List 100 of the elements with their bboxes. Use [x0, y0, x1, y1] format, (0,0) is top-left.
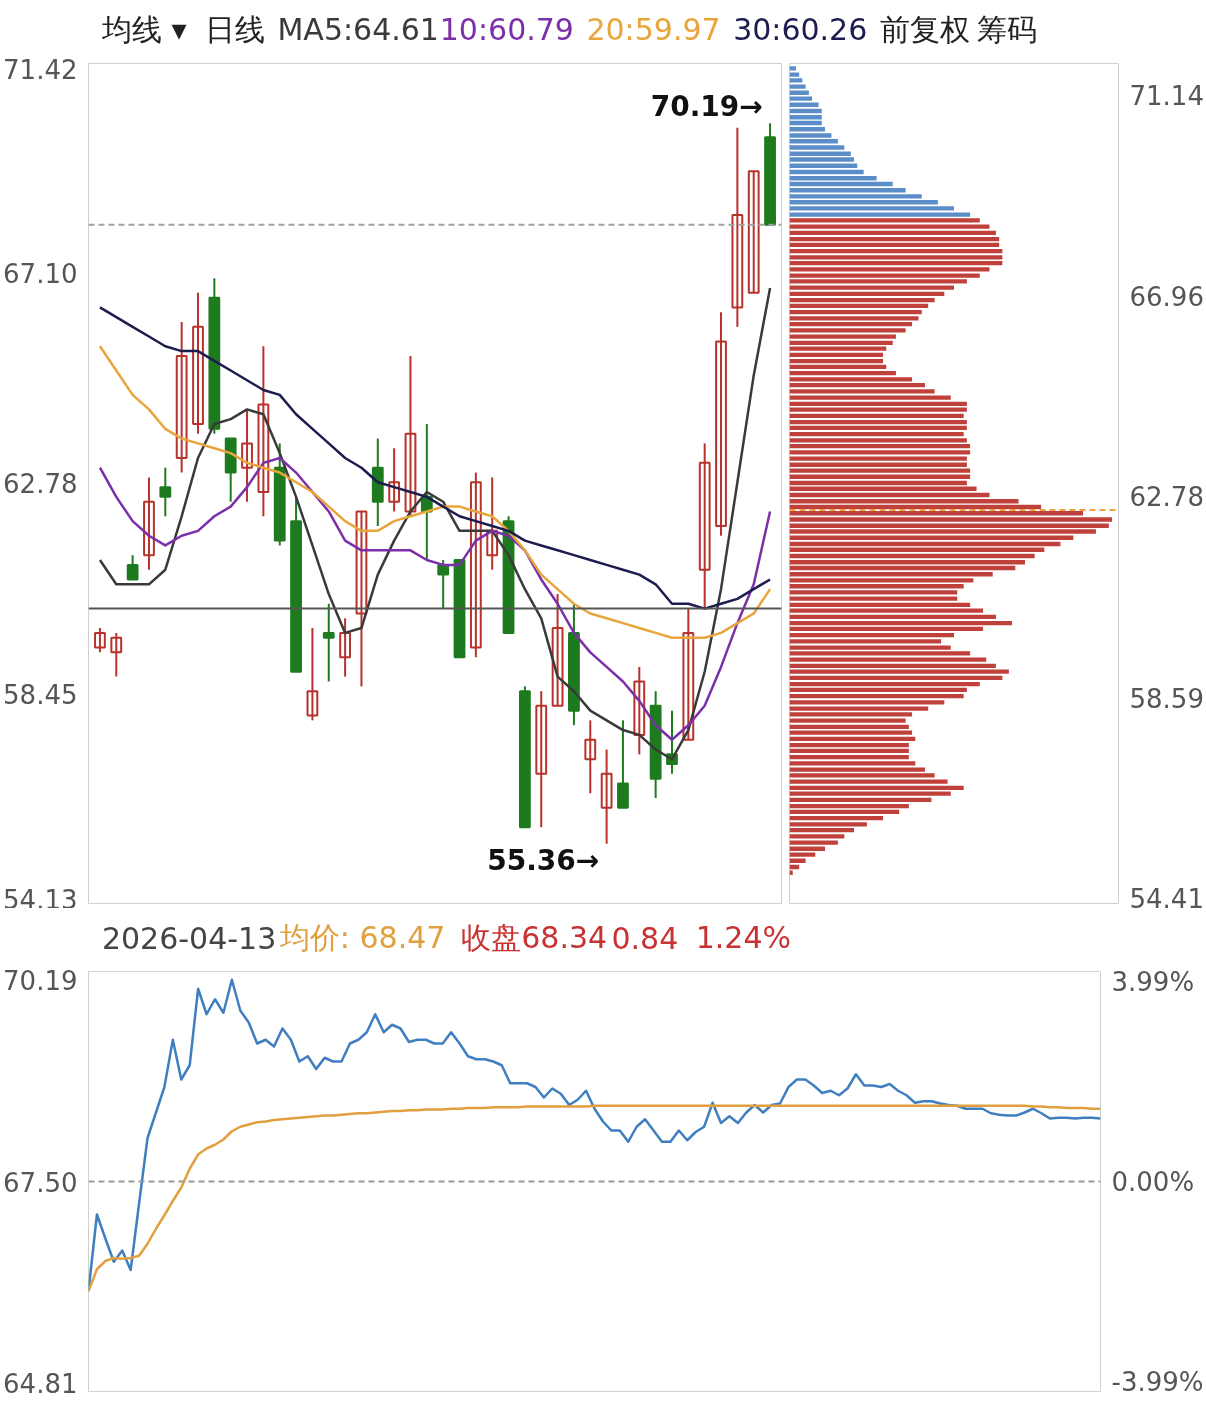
bar — [789, 413, 964, 418]
text: MA5:64.61 — [277, 12, 439, 47]
text: 0.84 — [611, 920, 679, 956]
bar — [789, 285, 954, 290]
y-tick-label: 58.59 — [1129, 683, 1204, 714]
bar — [789, 127, 825, 132]
bar — [789, 431, 964, 437]
bar — [789, 560, 1025, 565]
bar — [789, 815, 884, 821]
text: 30:60.26 — [733, 12, 868, 47]
bar — [789, 553, 1035, 559]
bar — [789, 486, 977, 491]
bar — [789, 742, 909, 748]
text: 10:60.79 — [439, 12, 574, 47]
bar — [789, 474, 971, 479]
bar — [789, 803, 909, 809]
bar — [789, 425, 967, 430]
bar — [789, 858, 806, 863]
bar — [789, 499, 1019, 504]
bar — [789, 456, 967, 461]
line-series — [98, 306, 772, 610]
y-tick-label: 70.19 — [3, 965, 78, 996]
bar — [789, 169, 864, 175]
text: 筹码 — [977, 12, 1038, 47]
bar — [789, 504, 1042, 510]
bar — [789, 206, 954, 211]
bar — [789, 621, 1013, 626]
bar — [789, 809, 900, 814]
bar — [789, 541, 1061, 547]
bar — [789, 309, 922, 315]
bar — [789, 614, 996, 620]
bar — [789, 492, 990, 498]
bar — [789, 242, 1000, 248]
bar — [789, 669, 1009, 674]
line-series — [88, 1104, 1101, 1293]
bar — [789, 822, 867, 827]
bar — [789, 370, 896, 376]
bar — [789, 297, 935, 303]
bar — [789, 639, 942, 644]
annotation: 70.19→ — [650, 90, 763, 124]
bar — [789, 291, 945, 297]
bar — [789, 797, 932, 802]
text: 日线 — [205, 12, 266, 47]
bar — [789, 84, 806, 89]
y-tick-label: 71.42 — [3, 54, 78, 85]
bar — [789, 450, 971, 455]
y2-tick-label: 3.99% — [1111, 966, 1195, 997]
bar — [789, 364, 887, 370]
bar — [789, 267, 990, 272]
y-tick-label: 66.96 — [1129, 281, 1204, 312]
bar — [789, 675, 1003, 681]
bar — [789, 303, 929, 309]
bar — [789, 480, 967, 486]
bar — [789, 145, 845, 150]
bar — [789, 687, 967, 693]
bar — [789, 176, 877, 181]
bar — [789, 358, 884, 364]
text: 收盘68.34 — [461, 920, 608, 955]
bar — [789, 596, 958, 601]
text: 前复权 — [879, 12, 970, 47]
bar — [789, 834, 845, 839]
bar — [789, 535, 1074, 540]
text: 均价: 68.47 — [278, 920, 446, 955]
y-tick-label: 62.78 — [3, 469, 78, 500]
bar — [789, 626, 984, 632]
annotation: 55.36→ — [487, 843, 600, 877]
y-tick-label: 67.10 — [3, 259, 78, 290]
bar — [789, 572, 993, 577]
bar — [789, 237, 1000, 242]
bar — [789, 693, 964, 699]
bar — [789, 663, 996, 669]
bar — [789, 188, 906, 193]
bar — [789, 511, 1084, 516]
bar — [789, 115, 822, 120]
bar — [789, 590, 958, 595]
bar — [789, 108, 822, 114]
bar — [789, 352, 884, 358]
bar — [789, 633, 954, 638]
bar — [789, 657, 987, 662]
y-tick-label: 67.50 — [3, 1167, 78, 1198]
bar — [789, 249, 1003, 254]
text: 1.24% — [695, 920, 792, 955]
y-tick-label: 58.45 — [3, 679, 78, 710]
bar — [789, 230, 996, 236]
y2-tick-label: 0.00% — [1111, 1166, 1195, 1197]
bar — [789, 419, 967, 425]
y-tick-label: 62.78 — [1129, 482, 1204, 513]
bar — [789, 181, 893, 187]
bar — [789, 163, 858, 168]
text: 20:59.97 — [586, 12, 721, 47]
bar — [789, 608, 984, 613]
y2-tick-label: -3.99% — [1111, 1366, 1204, 1397]
bar — [789, 438, 967, 443]
y-tick-label: 54.41 — [1129, 884, 1204, 915]
y-tick-label: 54.13 — [3, 884, 78, 915]
bar — [789, 736, 916, 742]
bar — [789, 827, 855, 833]
chart-title: 2026-04-13 — [101, 920, 277, 956]
bar — [789, 212, 971, 217]
bar — [789, 224, 990, 229]
